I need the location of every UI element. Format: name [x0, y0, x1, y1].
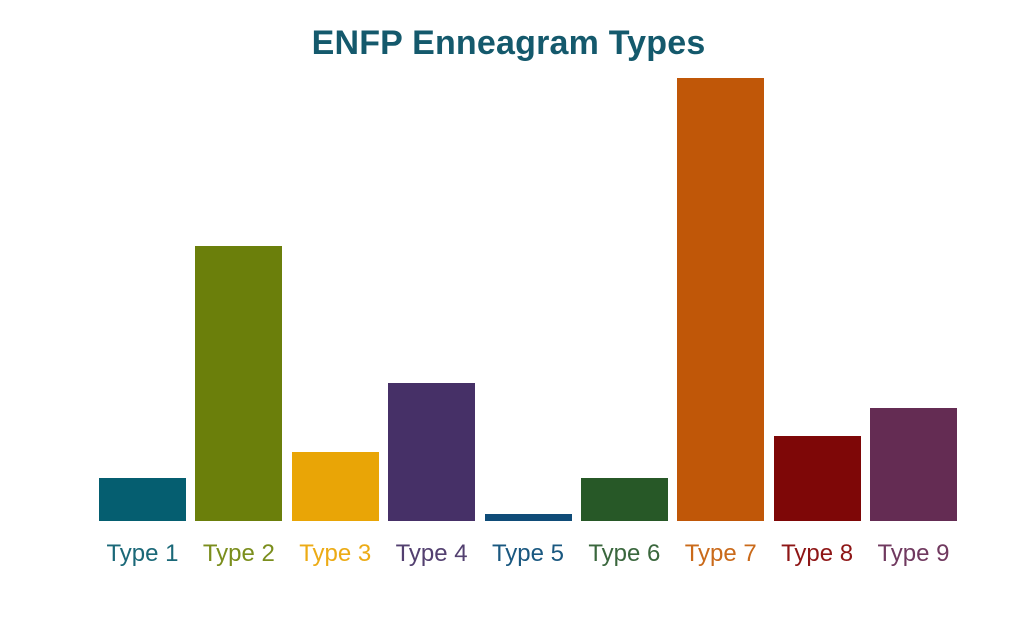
x-axis-labels: Type 1 Type 2 Type 3 Type 4 Type 5 Type 6 Type… [99, 540, 957, 568]
bar-type-9 [870, 407, 957, 521]
chart-title: ENFP Enneagram Types [311, 24, 706, 62]
bar-type-4 [388, 382, 476, 521]
x-label-type-8: Type 8 [781, 540, 854, 567]
bar-type-2 [195, 246, 283, 521]
x-label-type-7: Type 7 [684, 540, 757, 567]
x-label-type-6: Type 6 [588, 540, 661, 567]
x-label-type-1: Type 1 [106, 540, 179, 567]
bar-type-7 [677, 78, 765, 521]
bar-type-5 [484, 513, 572, 521]
x-label-type-3: Type 3 [299, 540, 372, 567]
plot-area [99, 78, 957, 521]
bar-type-3 [291, 451, 379, 521]
x-label-type-5: Type 5 [491, 540, 565, 567]
bar-type-8 [773, 435, 861, 521]
bar-type-6 [580, 478, 668, 521]
x-label-type-9: Type 9 [877, 540, 950, 567]
x-label-type-4: Type 4 [395, 540, 468, 567]
x-label-type-2: Type 2 [202, 540, 275, 567]
bar-type-1 [99, 478, 186, 521]
